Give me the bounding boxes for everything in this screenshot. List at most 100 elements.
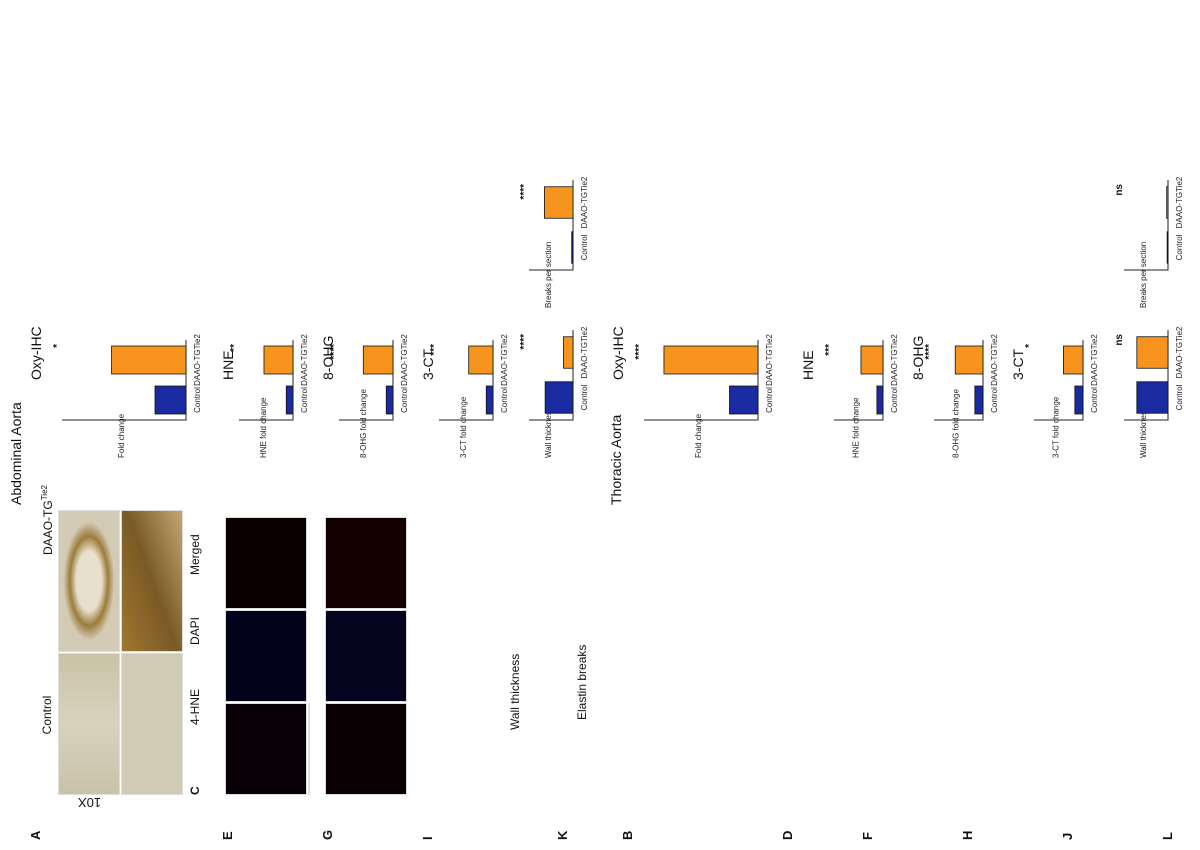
elastin-breaks-abd: Elastin breaks (575, 644, 589, 720)
significance-label: **** (519, 184, 530, 200)
category-label-0: Control (580, 234, 589, 260)
bar-1 (468, 345, 494, 375)
oxyihc-title-thor: Oxy-IHC (610, 326, 626, 380)
bar-0 (974, 385, 984, 415)
category-label-0: Control (1175, 234, 1184, 260)
category-label-0: Control (1175, 384, 1184, 410)
bar-1 (663, 345, 759, 375)
bar-1 (362, 345, 394, 375)
thoracic-title: Thoracic Aorta (608, 414, 624, 505)
chart-B-ihc: Fold change Control DAAO-TGTie2 **** (630, 330, 780, 460)
y-axis-label: 8-OHG fold change (359, 389, 368, 458)
row-I-abd: I 3-CT 3-CT fold change Control DAAO-TGTie… (420, 0, 522, 850)
panel-letter-L: L (1160, 832, 1175, 840)
y-axis-label: 3-CT fold change (459, 396, 468, 458)
panel-letter-B: B (620, 830, 635, 840)
abdominal-half: Abdominal Aorta A 10X Control DAAO-TGTie… (8, 0, 600, 850)
row-G-abd: G 8-OHG 8-OHG fold change Control DAAO-TGT… (320, 0, 415, 850)
category-label-0: Control (990, 387, 999, 413)
chart-L-elastin: Breaks per section Control DAAO-TGTie2 ns (1110, 170, 1190, 310)
panel-letter-D: D (780, 830, 795, 840)
bar-1 (563, 336, 574, 369)
chart-A-ihc: Fold change Control DAAO-TGTie2 * (48, 330, 208, 460)
category-label-1: DAAO-TGTie2 (400, 334, 409, 386)
panel-letter-K: K (555, 830, 570, 840)
bar-0 (729, 385, 759, 415)
panel-letter-J: J (1060, 832, 1075, 840)
chart-E-hne: HNE fold change Control DAAO-TGTie2 ** (225, 330, 315, 460)
category-label-0: Control (765, 387, 774, 413)
significance-label: ** (229, 344, 240, 352)
significance-label: **** (329, 344, 340, 360)
bar-0 (1136, 381, 1169, 414)
panel-letter-H: H (960, 830, 975, 840)
fluor-G-control (325, 703, 407, 795)
bar-0 (285, 385, 294, 415)
chart-svg: Wall thickness (µm) Control DAAO-TGTie2 ns (1114, 326, 1184, 458)
significance-label: **** (924, 344, 935, 360)
fluor-G-dapi (325, 610, 407, 702)
category-label-1: DAAO-TGTie2 (500, 334, 509, 386)
row-ihc-abd: A 10X Control DAAO-TGTie2 C 4-HNE DAPI M… (18, 0, 223, 850)
mag-10x: 10X (78, 795, 102, 810)
stain-4hne-abd: 4-HNE (188, 688, 202, 725)
significance-label: ns (1114, 334, 1125, 346)
significance-label: *** (824, 344, 835, 356)
bar-0 (385, 385, 394, 415)
merged-abd-c: Merged (188, 534, 202, 575)
y-axis-label: Breaks per section (544, 242, 553, 308)
bar-0 (154, 385, 187, 415)
category-label-0: Control (300, 387, 309, 413)
bar-1 (1063, 345, 1084, 375)
bar-1 (111, 345, 187, 375)
chart-svg: Wall thickness (um) Control DAAO-TGTie2 ***… (519, 326, 589, 458)
category-label-0: Control (193, 387, 202, 413)
panel-letter-G: G (320, 829, 335, 840)
panel-letter-I: I (420, 836, 435, 840)
category-label-1: DAAO-TGTie2 (1175, 176, 1184, 228)
y-axis-label: 3-CT fold change (1052, 396, 1061, 458)
y-axis-label: HNE fold change (852, 397, 861, 458)
y-axis-label: Wall thickness (um) (544, 388, 553, 458)
spacer (308, 703, 310, 795)
y-axis-label: 8-OHG fold change (952, 389, 961, 458)
category-label-1: DAAO-TGTie2 (765, 334, 774, 386)
oxyihc-title-abd: Oxy-IHC (28, 326, 44, 380)
row-wall-abd: Wall thickness (um) Control DAAO-TGTie2 ***… (515, 0, 600, 850)
category-label-1: DAAO-TGTie2 (193, 334, 202, 386)
bar-0 (571, 231, 574, 264)
chart-H-8ohg: 8-OHG fold change Control DAAO-TGTie2 **** (920, 330, 1005, 460)
bar-0 (485, 385, 494, 415)
ihc-abd-daao-10x (58, 510, 120, 652)
ihc-abd-control-40x (121, 653, 183, 795)
category-label-1: DAAO-TGTie2 (580, 326, 589, 378)
chart-I-3ct: 3-CT fold change Control DAAO-TGTie2 *** (425, 330, 515, 460)
chart-svg: Breaks per section Control DAAO-TGTie2 ns (1114, 176, 1184, 308)
fluor-G-stain (325, 517, 407, 609)
chart-wall-abd: Wall thickness (um) Control DAAO-TGTie2 ***… (515, 320, 595, 460)
bar-0 (876, 385, 884, 415)
bar-0 (1074, 385, 1084, 415)
bar-1 (954, 345, 984, 375)
panel-letter-E: E (220, 831, 235, 840)
fluor-E-control-merged (225, 703, 307, 795)
fluor-E-control-dapi (225, 610, 307, 702)
chart-F-hne: HNE fold change Control DAAO-TGTie2 *** (820, 330, 905, 460)
chart-svg: Breaks per section Control DAAO-TGTie2 **** (519, 176, 589, 308)
significance-label: * (1024, 344, 1035, 348)
significance-label: * (52, 344, 63, 348)
chart-J-3ct: 3-CT fold change Control DAAO-TGTie2 * (1020, 330, 1105, 460)
col-daao: DAAO-TGTie2 (40, 485, 55, 555)
y-axis-label: Wall thickness (µm) (1139, 388, 1148, 458)
category-label-0: Control (890, 387, 899, 413)
bar-1 (860, 345, 884, 375)
category-label-0: Control (400, 387, 409, 413)
y-axis-label: HNE fold change (259, 397, 268, 458)
bar-1 (1136, 336, 1169, 369)
